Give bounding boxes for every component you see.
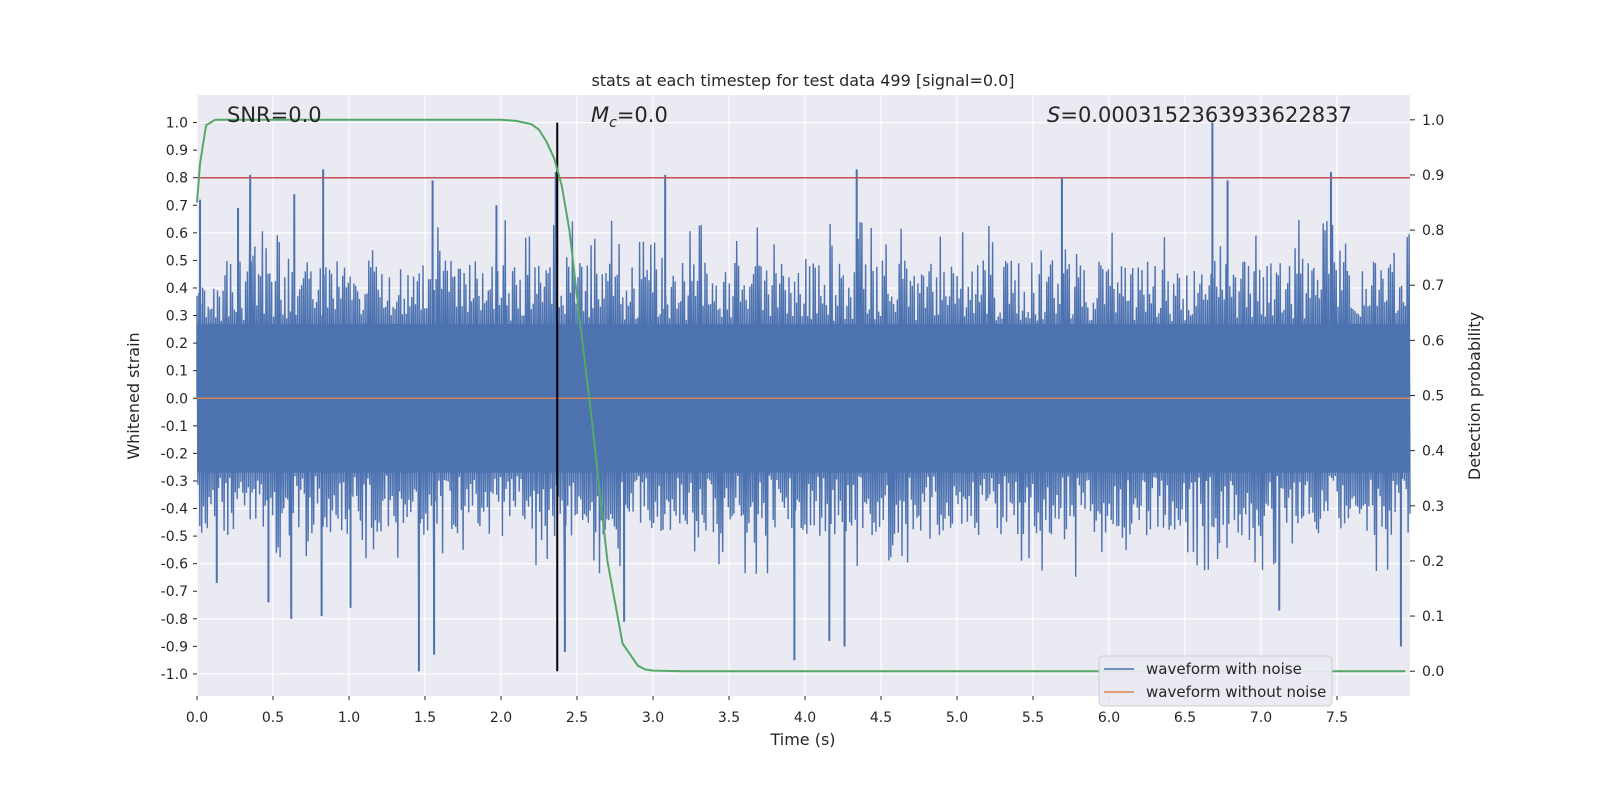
x-tick-label: 4.0 xyxy=(794,710,816,726)
y-left-tick-label: 0.3 xyxy=(166,309,188,325)
s-annotation: S=0.000315236393362283​7 xyxy=(1047,103,1352,127)
y-left-tick-label: 1.0 xyxy=(166,116,188,132)
legend-label-noise: waveform with noise xyxy=(1146,660,1302,678)
y-left-tick-label: 0.2 xyxy=(166,336,188,352)
y-left-tick-label: -0.8 xyxy=(161,612,188,628)
y-left-tick-label: -0.4 xyxy=(161,502,188,518)
x-tick-label: 3.5 xyxy=(718,710,740,726)
y-right-tick-label: 0.4 xyxy=(1422,444,1444,460)
x-tick-label: 5.0 xyxy=(946,710,968,726)
y-left-tick-label: 0.4 xyxy=(166,281,188,297)
legend-box xyxy=(1098,655,1333,707)
detection-probability-line xyxy=(196,118,1406,673)
x-tick-label: 2.5 xyxy=(566,710,588,726)
y-left-tick-label: 0.9 xyxy=(166,143,188,159)
legend-label-clean: waveform without noise xyxy=(1146,683,1326,701)
x-tick-label: 0.5 xyxy=(262,710,284,726)
x-tick-label: 6.0 xyxy=(1098,710,1120,726)
y-left-tick-label: -0.9 xyxy=(161,639,188,655)
s-symbol: S xyxy=(1047,103,1060,127)
y-left-tick-label: -0.2 xyxy=(161,446,188,462)
s-value: =0.000315236393362283​7 xyxy=(1060,103,1352,127)
y-right-tick-label: 0.1 xyxy=(1422,609,1444,625)
y-left-tick-label: 0.6 xyxy=(166,226,188,242)
y-right-tick-label: 0.7 xyxy=(1422,278,1444,294)
y-right-tick-label: 0.8 xyxy=(1422,223,1444,239)
y-right-axis-ticks: 1.0 0.9 0.8 0.7 0.6 0.5 0.4 0.3 0.2 0.1 0.0 xyxy=(1410,113,1444,680)
x-axis-label: Time (s) xyxy=(769,730,835,749)
snr-annotation: SNR=0.0 xyxy=(227,103,322,127)
mc-subscript: c xyxy=(609,115,617,131)
x-tick-label: 6.5 xyxy=(1174,710,1196,726)
x-tick-label: 4.5 xyxy=(870,710,892,726)
y-right-tick-label: 0.6 xyxy=(1422,333,1444,349)
y-right-tick-label: 0.3 xyxy=(1422,499,1444,515)
y-left-tick-label: -1.0 xyxy=(161,667,188,683)
y-left-tick-label: 0.7 xyxy=(166,198,188,214)
x-tick-label: 7.5 xyxy=(1326,710,1348,726)
x-tick-label: 3.0 xyxy=(642,710,664,726)
y-right-tick-label: 0.0 xyxy=(1422,664,1444,680)
x-tick-label: 2.0 xyxy=(490,710,512,726)
x-tick-label: 5.5 xyxy=(1022,710,1044,726)
y-left-axis-label: Whitened strain xyxy=(124,332,143,459)
x-tick-label: 0.0 xyxy=(186,710,208,726)
legend: waveform with noise waveform without noi… xyxy=(1098,655,1333,707)
noise-trace xyxy=(196,122,1411,672)
y-right-axis-label: Detection probability xyxy=(1465,312,1484,480)
y-right-tick-label: 0.2 xyxy=(1422,554,1444,570)
y-left-axis-ticks: 1.0 0.9 0.8 0.7 0.6 0.5 0.4 0.3 0.2 0.1 0.0 -0.1 -0.… xyxy=(161,116,197,683)
y-left-tick-label: -0.3 xyxy=(161,474,188,490)
y-right-tick-label: 0.5 xyxy=(1422,389,1444,405)
y-left-tick-label: 0.0 xyxy=(166,391,188,407)
mc-value: =0.0 xyxy=(617,103,668,127)
x-tick-label: 1.5 xyxy=(414,710,436,726)
chirp-mass-annotation: Mc=0.0 xyxy=(591,103,668,131)
mc-symbol: M xyxy=(591,103,609,127)
x-tick-label: 1.0 xyxy=(338,710,360,726)
y-left-tick-label: -0.5 xyxy=(161,529,188,545)
x-tick-label: 7.0 xyxy=(1250,710,1272,726)
y-right-tick-label: 0.9 xyxy=(1422,168,1444,184)
y-left-tick-label: 0.5 xyxy=(166,253,188,269)
y-left-tick-label: 0.8 xyxy=(166,171,188,187)
y-left-tick-label: -0.1 xyxy=(161,419,188,435)
y-right-tick-label: 1.0 xyxy=(1422,113,1444,129)
chart-title: stats at each timestep for test data 499… xyxy=(591,71,1014,90)
x-axis-ticks: 0.0 0.5 1.0 1.5 2.0 2.5 3.0 3.5 4.0 4.5 5.0 5.5 6.0 6… xyxy=(186,696,1348,726)
y-left-tick-label: 0.1 xyxy=(166,364,188,380)
y-left-tick-label: -0.7 xyxy=(161,584,188,600)
y-left-tick-label: -0.6 xyxy=(161,557,188,573)
